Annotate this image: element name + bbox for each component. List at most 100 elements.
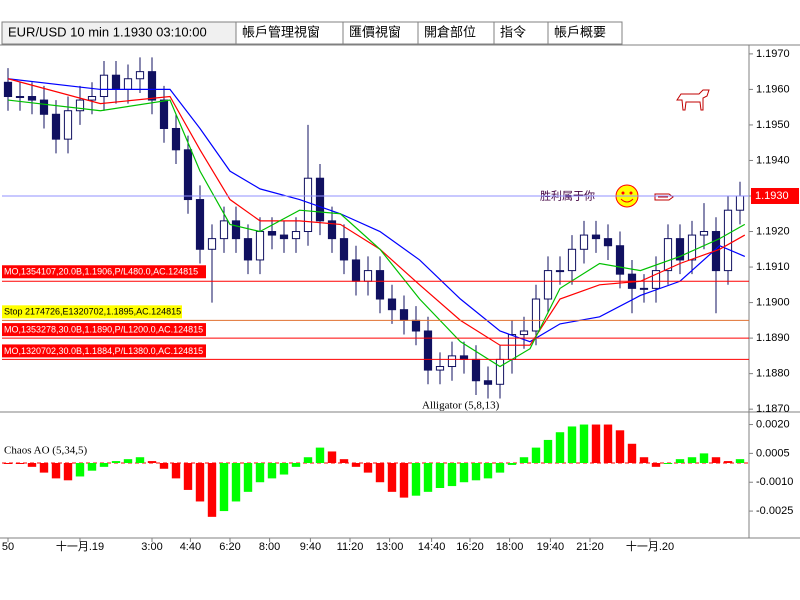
ao-bar [459, 463, 469, 483]
ao-bar [291, 463, 301, 467]
order-label: Stop 2174726,E1320702,1.1895,AC.124815 [4, 307, 181, 317]
ao-bar [651, 463, 661, 467]
candle-body [411, 319, 421, 332]
x-tick-label: 19:40 [537, 541, 565, 553]
candle-body [567, 248, 577, 272]
ao-bar [591, 424, 601, 463]
x-tick-label: 4:40 [180, 541, 201, 553]
x-tick-label: 18:00 [496, 541, 524, 553]
candle-body [675, 238, 685, 261]
ao-bar [639, 457, 649, 463]
candle-body [147, 71, 157, 101]
tab-label[interactable]: 匯價視窗 [349, 24, 401, 39]
last-price-box [751, 187, 799, 204]
candle-body [615, 245, 625, 275]
ao-bar [447, 463, 457, 487]
candle-body [447, 355, 457, 368]
ao-bar [423, 463, 433, 492]
tab-label[interactable]: EUR/USD 10 min 1.1930 03:10:00 [8, 24, 207, 39]
ao-bar [579, 424, 589, 463]
y-tick-label: 1.1940 [756, 154, 790, 166]
ao-bar [219, 463, 229, 512]
ao-bar [327, 451, 337, 463]
y-tick-label: 1.1880 [756, 368, 790, 380]
ao-bar [663, 463, 673, 464]
tab-label[interactable]: 指令 [500, 24, 526, 39]
tab[interactable] [547, 21, 623, 45]
y-tick-label: 1.1890 [756, 332, 790, 344]
alligator-line [7, 78, 746, 343]
x-tick-label: 21:20 [576, 541, 604, 553]
candle-body [195, 199, 205, 250]
ao-bar [267, 463, 277, 479]
tab-label[interactable]: 帳戶管理視窗 [242, 24, 320, 39]
ao-bar [495, 463, 505, 473]
ao-bar [303, 457, 313, 463]
ao-bar [603, 424, 613, 463]
ao-bar [723, 461, 733, 463]
tab-label[interactable]: 開倉部位 [424, 24, 476, 39]
ao-bar [567, 426, 577, 463]
ao-bar [315, 447, 325, 463]
candle-body [111, 74, 121, 90]
x-tick-label: 50 [2, 541, 14, 553]
ao-bar [435, 463, 445, 488]
candle-body [303, 177, 313, 233]
candle-body [651, 270, 661, 289]
ao-bar [183, 463, 193, 490]
tab-bar: EUR/USD 10 min 1.1930 03:10:00 帳戶管理視窗 匯價… [0, 20, 800, 45]
ao-bar [483, 463, 493, 479]
candle-body [243, 238, 253, 261]
candle-body [255, 231, 265, 261]
ao-bar [735, 459, 745, 463]
candle-body [639, 287, 649, 290]
x-tick-label: 11:20 [337, 541, 364, 553]
candle-body [471, 358, 481, 382]
candle-body [183, 149, 193, 201]
candle-body [339, 238, 349, 261]
candle-body [219, 220, 229, 240]
order-label: MO,1320702,30.0B,1.1884,P/L1380.0,AC.124… [4, 346, 203, 356]
candle-body [591, 234, 601, 240]
ao-bar [255, 463, 265, 483]
ao-bar [279, 463, 289, 475]
order-label-box [2, 265, 206, 279]
candle-body [291, 231, 301, 240]
tab-label[interactable]: 帳戶概要 [554, 24, 606, 39]
x-tick-label: 9:40 [300, 541, 321, 553]
ao-bar [627, 443, 637, 463]
ao-bar [111, 461, 121, 463]
candle-body [327, 220, 337, 240]
candle-body [87, 96, 97, 101]
ao-bar [531, 447, 541, 463]
candle-body [171, 127, 181, 151]
ao-bar [231, 463, 241, 502]
ao-bar [123, 459, 133, 463]
candle-body [495, 358, 505, 385]
y-tick-label: -0.0025 [756, 505, 793, 517]
x-tick-label: 16:20 [456, 541, 484, 553]
ao-bar [51, 463, 61, 479]
y-tick-label: 1.1970 [756, 48, 790, 60]
x-tick-label: 13:00 [376, 541, 404, 553]
last-price-label: 1.1930 [755, 190, 789, 202]
candle-body [459, 355, 469, 360]
ao-bar [75, 463, 85, 477]
candle-body [483, 380, 493, 385]
candle-body [387, 298, 397, 311]
candle-body [375, 270, 385, 300]
y-tick-label: 1.1870 [756, 403, 790, 415]
candle-body [351, 259, 361, 282]
annotation: Alligator (5,8,13) [422, 400, 500, 412]
candle-body [207, 238, 217, 250]
candle-body [27, 96, 37, 101]
smiley-eye [629, 191, 633, 195]
order-label-box [2, 305, 182, 319]
candle-body [267, 231, 277, 236]
ao-bar [699, 453, 709, 463]
order-label-box [2, 344, 206, 358]
candle-body [3, 81, 13, 98]
order-label-box [2, 323, 206, 337]
candle-body [603, 238, 613, 247]
